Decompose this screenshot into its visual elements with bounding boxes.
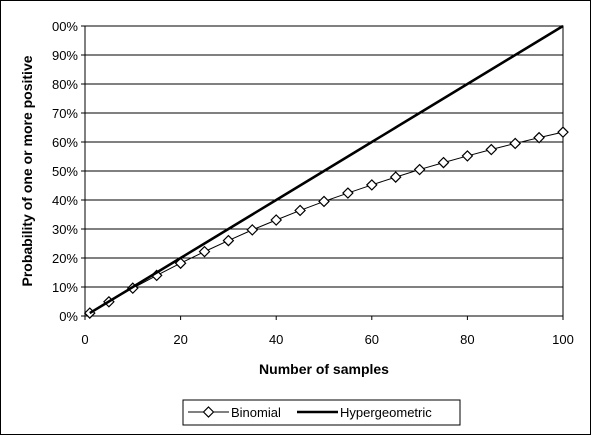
y-tick-label-2: 20% bbox=[52, 251, 78, 266]
x-axis-title: Number of samples bbox=[259, 361, 389, 377]
y-tick-label-8: 80% bbox=[52, 77, 78, 92]
binomial-point-19 bbox=[533, 131, 545, 144]
binomial-point-18 bbox=[509, 137, 522, 150]
y-tick-label-6: 60% bbox=[52, 135, 78, 150]
binomial-point-14 bbox=[413, 163, 426, 176]
legend-hypergeometric-label: Hypergeometric bbox=[340, 405, 432, 420]
x-axis-ticks: 0 20 40 60 80 100 bbox=[81, 316, 574, 347]
x-tick-label-3: 60 bbox=[365, 332, 379, 347]
series-layer bbox=[83, 24, 569, 319]
binomial-point-15 bbox=[437, 156, 450, 169]
binomial-point-8 bbox=[270, 214, 283, 226]
y-tick-label-5: 50% bbox=[52, 164, 78, 179]
y-tick-label-1: 10% bbox=[52, 280, 78, 295]
binomial-point-17 bbox=[485, 143, 498, 156]
binomial-point-16 bbox=[461, 150, 474, 162]
binomial-point-5 bbox=[198, 245, 211, 258]
legend-binomial-label: Binomial bbox=[231, 405, 281, 420]
x-tick-label-1: 20 bbox=[173, 332, 187, 347]
x-tick-label-0: 0 bbox=[81, 332, 88, 347]
y-tick-label-7: 70% bbox=[52, 106, 78, 121]
binomial-point-13 bbox=[389, 171, 402, 183]
legend-binomial-marker bbox=[202, 406, 215, 418]
binomial-point-12 bbox=[365, 179, 378, 191]
binomial-point-20 bbox=[557, 126, 569, 138]
y-tick-label-4: 40% bbox=[52, 193, 78, 208]
y-tick-label-9: 90% bbox=[52, 48, 78, 63]
y-tick-label-0: 0% bbox=[59, 309, 78, 324]
binomial-point-7 bbox=[246, 224, 259, 236]
binomial-point-10 bbox=[318, 195, 330, 208]
x-tick-label-2: 40 bbox=[269, 332, 283, 347]
binomial-point-9 bbox=[294, 204, 306, 217]
y-axis-ticks: 0% 10% 20% 30% 40% 50% 60% 70% 80% 90% 00% bbox=[52, 19, 85, 324]
y-axis-title: Probability of one or more positive bbox=[19, 55, 35, 286]
y-tick-label-3: 30% bbox=[52, 222, 78, 237]
binomial-point-6 bbox=[222, 234, 235, 247]
x-tick-label-5: 100 bbox=[552, 332, 574, 347]
hypergeometric-line bbox=[89, 24, 564, 315]
y-tick-label-10: 00% bbox=[52, 19, 78, 34]
legend: Binomial Hypergeometric bbox=[182, 399, 461, 426]
gridlines bbox=[85, 54, 563, 288]
x-tick-label-4: 80 bbox=[460, 332, 474, 347]
binomial-point-11 bbox=[342, 187, 354, 199]
